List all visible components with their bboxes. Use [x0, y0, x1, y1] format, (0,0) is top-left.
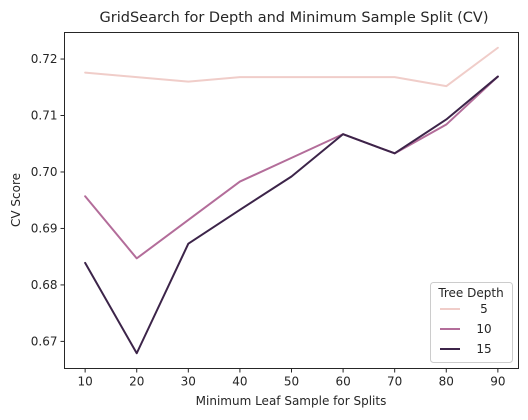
plot-area — [84, 46, 499, 355]
x-axis-label: Minimum Leaf Sample for Splits — [196, 394, 387, 408]
chart-title: GridSearch for Depth and Minimum Sample … — [100, 10, 489, 26]
legend: Tree Depth 5 10 15 — [430, 282, 513, 363]
y-tick-label: 0.68 — [31, 278, 58, 292]
x-tick-label: 40 — [232, 375, 247, 389]
x-tick-label: 50 — [284, 375, 299, 389]
series-line-15 — [84, 75, 499, 355]
x-tick-label: 80 — [439, 375, 454, 389]
x-tick-label: 30 — [181, 375, 196, 389]
legend-label-15: 15 — [476, 342, 491, 356]
y-tick-label: 0.70 — [31, 165, 58, 179]
y-axis-label: CV Score — [9, 173, 23, 227]
y-tick-label: 0.71 — [31, 109, 58, 123]
y-tick-label: 0.69 — [31, 221, 58, 235]
x-axis: 10 20 30 40 50 60 70 80 90 — [77, 368, 506, 389]
legend-box — [430, 282, 513, 363]
x-tick-label: 90 — [490, 375, 505, 389]
series-line-10 — [84, 75, 499, 260]
y-tick-label: 0.72 — [31, 52, 58, 66]
x-tick-label: 10 — [77, 375, 92, 389]
x-tick-label: 20 — [129, 375, 144, 389]
x-tick-label: 60 — [335, 375, 350, 389]
y-axis: 0.67 0.68 0.69 0.70 0.71 0.72 — [31, 52, 65, 348]
y-tick-label: 0.67 — [31, 334, 58, 348]
legend-label-10: 10 — [476, 322, 491, 336]
x-tick-label: 70 — [387, 375, 402, 389]
legend-title: Tree Depth — [437, 286, 503, 300]
legend-label-5: 5 — [480, 302, 488, 316]
series-line-5 — [84, 46, 499, 88]
legend-items: 5 10 15 — [440, 302, 492, 356]
